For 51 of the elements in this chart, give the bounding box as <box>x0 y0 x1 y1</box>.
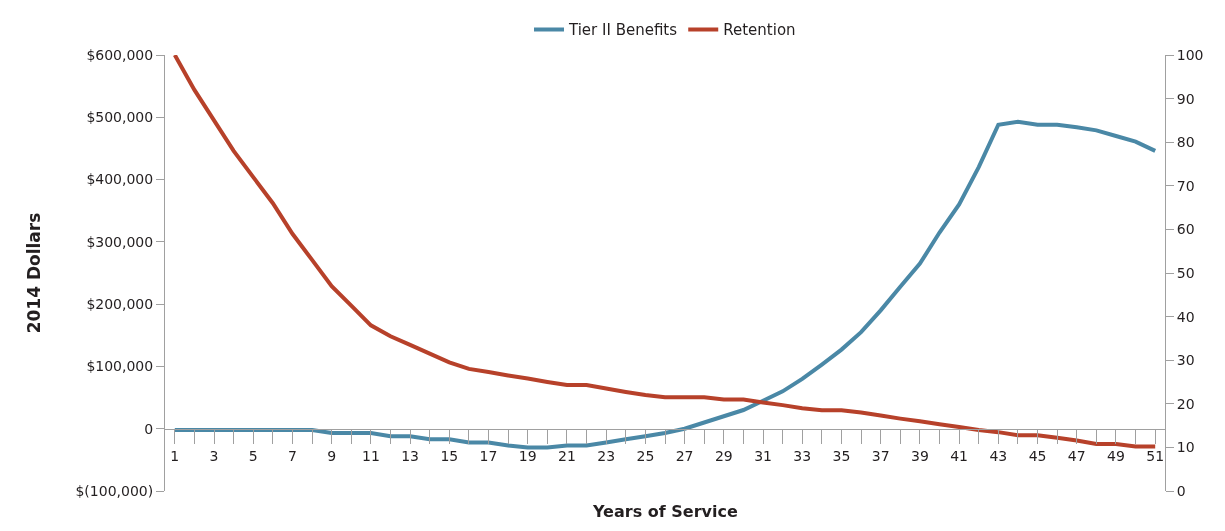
x-tick-label: 43 <box>989 447 1008 464</box>
x-tick-label: 21 <box>558 447 576 464</box>
y2-tick-label: 40 <box>1176 308 1195 325</box>
y-tick-label: $200,000 <box>86 296 154 313</box>
y-axis-title: 2014 Dollars <box>24 212 45 334</box>
y2-tick-label: 50 <box>1176 264 1195 281</box>
x-tick-label: 7 <box>287 447 297 464</box>
line-series <box>172 55 1158 449</box>
x-tick-label: 49 <box>1107 447 1125 464</box>
y2-tick-label: 100 <box>1176 46 1204 63</box>
y-tick-label: $300,000 <box>86 233 154 250</box>
legend-label: Tier II Benefits <box>568 21 678 40</box>
x-axis-title: Years of Service <box>592 502 738 521</box>
y-tick-label: 0 <box>144 420 154 437</box>
x-tick-label: 5 <box>248 447 258 464</box>
x-tick-label: 45 <box>1028 447 1047 464</box>
x-tick-label: 23 <box>597 447 616 464</box>
x-tick-label: 37 <box>871 447 890 464</box>
x-tick-label: 3 <box>209 447 219 464</box>
x-tick-label: 47 <box>1067 447 1086 464</box>
y2-tick-label: 20 <box>1176 395 1195 412</box>
y2-tick-label: 0 <box>1176 482 1186 499</box>
legend-label: Retention <box>723 21 796 40</box>
x-tick-label: 9 <box>327 447 337 464</box>
y2-tick-label: 70 <box>1176 177 1195 194</box>
x-tick-label: 1 <box>170 447 180 464</box>
x-tick-label: 39 <box>910 447 929 464</box>
y-tick-label: $100,000 <box>86 358 154 375</box>
x-tick-label: 19 <box>518 447 537 464</box>
y2-tick-label: 10 <box>1176 439 1195 456</box>
y-tick-label: $400,000 <box>86 171 154 188</box>
y2-tick-label: 60 <box>1176 221 1195 238</box>
x-tick-label: 35 <box>832 447 851 464</box>
y2-tick-label: 80 <box>1176 134 1195 151</box>
y2-tick-label: 30 <box>1176 352 1195 369</box>
y-tick-label: $600,000 <box>86 46 154 63</box>
y-tick-label: $(100,000) <box>75 482 154 499</box>
x-tick-label: 51 <box>1146 447 1165 464</box>
x-tick-label: 33 <box>793 447 812 464</box>
x-tick-label: 29 <box>714 447 733 464</box>
x-tick-label: 17 <box>479 447 498 464</box>
x-tick-label: 15 <box>440 447 459 464</box>
y2-tick-label: 90 <box>1176 90 1195 107</box>
x-tick-label: 13 <box>401 447 420 464</box>
y-tick-label: $500,000 <box>86 109 154 126</box>
x-tick-label: 31 <box>754 447 772 464</box>
x-tick-label: 11 <box>361 447 380 464</box>
x-tick-label: 27 <box>675 447 694 464</box>
line-series <box>172 119 1158 450</box>
x-tick-label: 25 <box>636 447 655 464</box>
x-tick-label: 41 <box>950 447 969 464</box>
